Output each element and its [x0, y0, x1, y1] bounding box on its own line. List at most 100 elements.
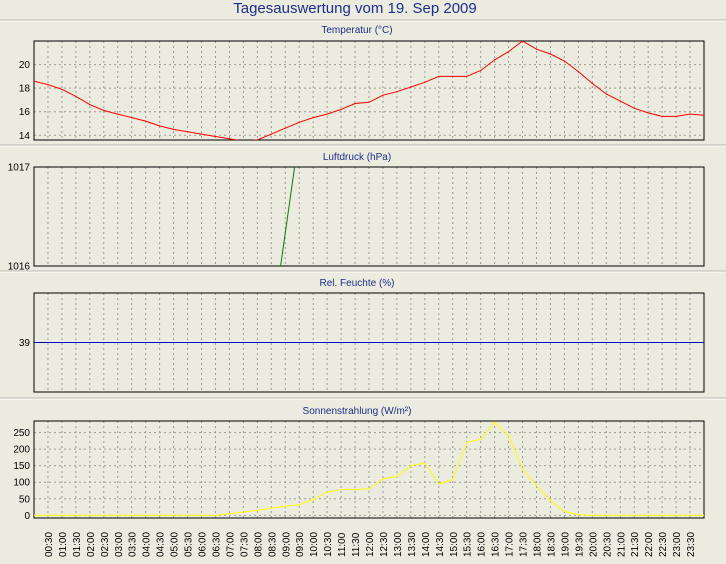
data-point	[424, 81, 426, 83]
data-point	[340, 108, 342, 110]
x-tick-label: 17:30	[519, 532, 530, 557]
data-point	[396, 91, 398, 93]
x-tick-label: 06:30	[211, 532, 222, 557]
x-tick-label: 03:00	[114, 532, 125, 557]
x-tick-label: 01:00	[58, 532, 69, 557]
data-point	[410, 465, 412, 467]
x-tick-label: 14:00	[421, 532, 432, 557]
data-point	[591, 82, 593, 84]
x-tick-label: 10:30	[323, 532, 334, 557]
data-point	[382, 478, 384, 480]
data-point	[480, 438, 482, 440]
data-point	[494, 59, 496, 61]
x-tick-label: 01:30	[72, 532, 83, 557]
y-tick-label: 0	[24, 511, 30, 522]
data-point	[563, 510, 566, 512]
data-point	[270, 507, 272, 509]
x-tick-label: 20:00	[588, 532, 599, 557]
x-tick-label: 22:00	[644, 532, 655, 557]
x-tick-label: 09:00	[281, 532, 292, 557]
data-point	[242, 511, 244, 513]
data-point	[34, 80, 35, 82]
data-point	[117, 514, 119, 517]
x-tick-label: 18:30	[546, 532, 557, 557]
data-point	[243, 141, 244, 142]
chart-title: Sonnenstrahlung (W/m²)	[303, 406, 412, 417]
x-tick-label: 16:30	[491, 532, 502, 557]
series-line	[280, 167, 296, 266]
data-point	[549, 53, 552, 55]
data-point	[280, 265, 282, 266]
x-tick-label: 09:30	[295, 532, 306, 557]
x-tick-label: 04:30	[156, 532, 167, 557]
data-point	[410, 86, 412, 88]
y-tick-label: 100	[13, 478, 30, 489]
x-tick-label: 17:00	[505, 532, 516, 557]
data-point	[494, 421, 496, 423]
chart-panel: Luftdruck (hPa) 1016 1017	[0, 144, 726, 273]
x-tick-label: 13:00	[393, 532, 404, 557]
x-tick-label: 11:00	[337, 532, 348, 557]
y-tick-label: 250	[13, 428, 30, 439]
data-point	[424, 462, 426, 464]
data-point	[438, 483, 440, 485]
x-tick-label: 06:00	[198, 532, 209, 557]
page-title: Tagesauswertung vom 19. Sep 2009	[233, 0, 477, 17]
x-tick-label: 19:00	[560, 532, 571, 557]
data-point	[354, 488, 356, 491]
x-tick-label: 23:30	[686, 532, 697, 557]
data-point	[298, 504, 300, 506]
data-point	[200, 133, 203, 135]
chart-title: Luftdruck (hPa)	[323, 152, 391, 163]
chart-panel: Sonnenstrahlung (W/m²) 0 50 100 150 200 250	[0, 397, 726, 522]
x-tick-label: 07:30	[239, 532, 250, 557]
data-point	[34, 341, 35, 344]
plot-frame	[33, 420, 705, 519]
chart-title: Rel. Feuchte (%)	[319, 278, 394, 289]
data-point	[480, 69, 482, 72]
x-tick-label: 08:00	[253, 532, 264, 557]
data-point	[173, 128, 175, 130]
data-point	[466, 441, 468, 444]
data-point	[354, 102, 356, 105]
x-tick-label: 08:30	[267, 532, 278, 557]
y-tick-label: 18	[19, 84, 31, 95]
data-point	[382, 94, 384, 96]
x-tick-label: 22:30	[658, 532, 669, 557]
plot-frame	[33, 166, 705, 267]
x-tick-label: 12:00	[365, 532, 376, 557]
x-tick-label: 07:00	[225, 532, 236, 557]
data-point	[675, 115, 677, 117]
y-tick-label: 16	[19, 107, 31, 118]
data-point	[703, 114, 704, 116]
x-tick-label: 23:00	[672, 532, 683, 557]
data-point	[438, 75, 440, 77]
data-point	[368, 101, 370, 103]
data-point	[131, 117, 133, 119]
y-tick-label: 200	[13, 445, 30, 456]
data-point	[270, 133, 272, 135]
plot-frame	[33, 40, 705, 141]
x-tick-label: 11:30	[351, 532, 362, 557]
data-point	[452, 479, 454, 481]
x-tick-label: 13:30	[407, 532, 418, 557]
x-tick-label: 18:00	[533, 532, 544, 557]
data-point	[340, 488, 342, 491]
data-point	[521, 468, 524, 470]
data-point	[75, 95, 77, 97]
data-point	[312, 498, 314, 501]
time-axis: 00:30 01:00 01:30 02:00 02:30 03:00 03:30 04:00…	[44, 532, 697, 557]
data-point	[619, 514, 621, 517]
data-point	[173, 514, 175, 517]
y-tick-label: 1016	[8, 262, 31, 273]
data-point	[619, 100, 621, 102]
data-point	[508, 51, 510, 53]
data-point	[298, 121, 300, 123]
data-point	[294, 167, 296, 168]
data-point	[47, 84, 49, 86]
x-tick-label: 14:30	[435, 532, 446, 557]
chart-title: Temperatur (°C)	[321, 25, 392, 36]
x-tick-label: 16:00	[477, 532, 488, 557]
data-point	[521, 41, 524, 42]
